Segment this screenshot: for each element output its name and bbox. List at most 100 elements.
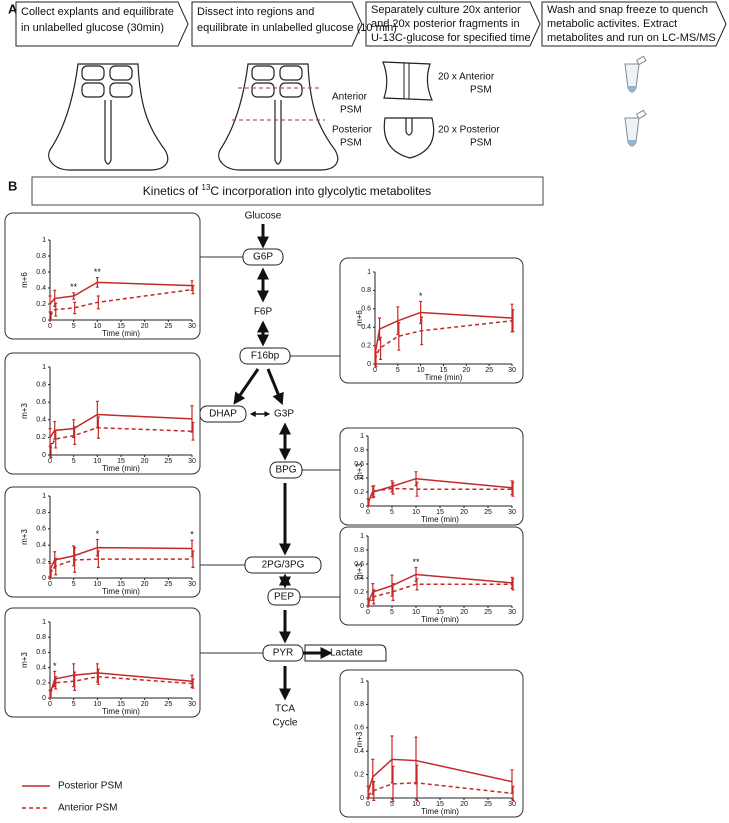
x-tick-label: 25 (164, 458, 172, 465)
error-bar (54, 302, 58, 317)
x-tick-label: 15 (436, 801, 444, 808)
x-tick-label: 25 (164, 323, 172, 330)
node-label: TCA (275, 704, 295, 715)
x-tick-label: 20 (460, 609, 468, 616)
error-bar (49, 689, 53, 699)
region-label: PSM (340, 138, 362, 149)
x-axis-title: Time (min) (102, 329, 140, 338)
y-tick-label: 1 (42, 619, 46, 626)
series-line (374, 320, 513, 360)
x-tick-label: 5 (72, 458, 76, 465)
panel-label: B (8, 178, 17, 193)
y-tick-label: 0.4 (36, 664, 46, 671)
y-axis-title: m+6 (20, 272, 29, 288)
error-bar (415, 764, 419, 801)
series-line (49, 675, 193, 695)
y-tick-label: 0.4 (36, 542, 46, 549)
fragment-label: PSM (470, 85, 492, 96)
title-box (31, 176, 544, 206)
region-label: Posterior (332, 125, 373, 136)
chart-box (339, 427, 524, 526)
node-label: G3P (274, 409, 294, 420)
pathway (199, 224, 387, 701)
y-tick-label: 0.2 (36, 434, 46, 441)
error-bar (372, 589, 376, 605)
region-label: PSM (340, 105, 362, 116)
step-text: U-13C-glucose for specified time (371, 32, 531, 44)
y-tick-label: 0.6 (36, 526, 46, 533)
node-label: Glucose (245, 211, 282, 222)
node-label: 2PG/3PG (262, 560, 305, 571)
x-tick-label: 15 (436, 609, 444, 616)
y-tick-label: 0.2 (354, 489, 364, 496)
error-bar (391, 583, 395, 601)
explant-drawing (218, 63, 339, 171)
x-tick-label: 15 (117, 581, 125, 588)
step-box (15, 1, 189, 47)
significance-label: ** (412, 557, 420, 567)
x-tick-label: 10 (93, 581, 101, 588)
x-tick-label: 15 (436, 509, 444, 516)
x-tick-label: 25 (484, 509, 492, 516)
series-line (367, 583, 512, 603)
y-tick-label: 1 (360, 533, 364, 540)
error-bar (391, 765, 395, 803)
error-bar (54, 676, 58, 690)
x-tick-label: 0 (48, 458, 52, 465)
x-tick-label: 20 (460, 801, 468, 808)
x-tick-label: 30 (508, 509, 516, 516)
node-label: DHAP (209, 409, 237, 420)
node-label: PYR (273, 648, 294, 659)
y-axis-title: m+3 (355, 463, 364, 479)
node-label: G6P (253, 252, 273, 263)
x-tick-label: 30 (508, 801, 516, 808)
error-bar (367, 792, 371, 799)
error-bar (415, 578, 419, 591)
y-tick-label: 0.4 (354, 748, 364, 755)
error-bar (379, 336, 383, 360)
error-bar (49, 569, 53, 579)
step-text: equilibrate in unlabelled glucose (10 mi… (197, 22, 397, 34)
error-bar (49, 311, 53, 321)
error-bar (96, 668, 100, 685)
y-tick-label: 1 (360, 678, 364, 685)
error-bar (49, 442, 53, 459)
step-text: metabolic activites. Extract (547, 18, 677, 30)
node-label: F16bp (251, 351, 280, 362)
x-tick-label: 5 (72, 701, 76, 708)
step-boxes (15, 1, 727, 47)
series-line (49, 426, 193, 451)
significance-label: * (96, 529, 100, 539)
y-tick-label: 0 (42, 695, 46, 702)
x-tick-label: 25 (484, 609, 492, 616)
x-tick-label: 10 (93, 323, 101, 330)
fragment-label: 20 x Anterior (438, 72, 495, 83)
error-bar (391, 482, 395, 495)
y-tick-label: 0.4 (36, 285, 46, 292)
x-tick-label: 5 (390, 801, 394, 808)
error-bar (54, 429, 58, 449)
y-tick-label: 0 (42, 317, 46, 324)
error-bar (191, 421, 195, 441)
arrow (233, 368, 260, 405)
error-bar (191, 285, 195, 295)
chart-box (339, 257, 524, 384)
x-axis-title: Time (min) (421, 807, 459, 816)
x-axis-title: Time (min) (102, 587, 140, 596)
y-tick-label: 0.2 (36, 680, 46, 687)
step-text: Wash and snap freeze to quench (547, 4, 708, 16)
error-bar (73, 426, 77, 446)
region-label: Anterior (332, 92, 368, 103)
node-label: Lactate (330, 648, 363, 659)
y-tick-label: 0.8 (36, 634, 46, 641)
y-tick-label: 1 (42, 493, 46, 500)
x-tick-label: 0 (48, 701, 52, 708)
title-part: C incorporation into glycolytic metaboli… (210, 184, 431, 198)
chart-box (339, 669, 524, 818)
x-tick-label: 15 (117, 323, 125, 330)
node-label: BPG (275, 465, 296, 476)
x-tick-label: 0 (373, 367, 377, 374)
